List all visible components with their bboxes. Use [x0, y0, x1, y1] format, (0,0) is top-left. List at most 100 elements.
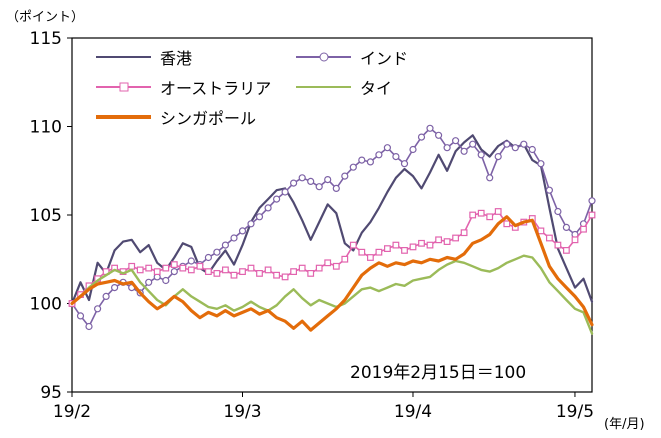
series-marker-india [375, 151, 383, 159]
series-marker-india [315, 183, 323, 191]
legend-item-hongkong: 香港 [96, 46, 296, 68]
series-marker-australia [179, 264, 187, 272]
series-marker-india [264, 204, 272, 212]
series-marker-india [417, 133, 426, 141]
series-marker-india [477, 151, 485, 159]
series-marker-australia [162, 264, 170, 272]
series-marker-australia [222, 266, 229, 274]
series-marker-india [307, 177, 315, 185]
legend-label-thailand: タイ [360, 79, 393, 98]
y-axis-tick-label: 110 [30, 118, 62, 138]
series-marker-australia [230, 271, 238, 279]
series-marker-india [93, 305, 102, 313]
y-axis-tick-label: 95 [40, 383, 62, 403]
y-axis-tick-label: 100 [30, 295, 62, 315]
series-marker-india [511, 144, 519, 152]
series-marker-australia [196, 262, 204, 270]
series-marker-india [341, 172, 349, 180]
series-marker-australia [469, 211, 477, 219]
legend-label-australia: オーストラリア [160, 79, 272, 98]
series-marker-australia [290, 268, 297, 275]
series-marker-india [469, 140, 477, 148]
series-marker-india [290, 179, 298, 187]
series-marker-australia [452, 234, 459, 242]
series-marker-australia [324, 259, 332, 267]
series-marker-australia [247, 264, 255, 272]
legend-label-india: インド [360, 49, 409, 68]
legend-item-thailand: タイ [296, 76, 408, 98]
series-marker-india [170, 268, 178, 276]
series-marker-australia [443, 238, 451, 246]
series-marker-india [383, 144, 391, 152]
series-marker-australia [554, 241, 562, 249]
series-marker-india [443, 144, 451, 152]
series-marker-india [145, 278, 153, 286]
legend-item-australia: オーストラリア [96, 76, 296, 98]
series-marker-australia [349, 241, 357, 249]
series-marker-australia [486, 213, 494, 221]
series-marker-australia [545, 234, 553, 242]
series-marker-australia [281, 273, 289, 281]
series-marker-india [460, 147, 468, 155]
series-marker-australia [145, 264, 153, 272]
x-axis-tick-label: 19/3 [223, 402, 261, 422]
series-marker-australia [256, 270, 263, 277]
series-marker-australia [537, 227, 545, 235]
series-marker-australia [367, 254, 374, 261]
series-line-hongkong [70, 134, 594, 305]
series-marker-australia [392, 241, 400, 249]
legend-line-sample-hongkong-icon [96, 50, 151, 64]
series-marker-australia [341, 255, 349, 263]
series-marker-india [187, 257, 195, 265]
series-marker-india [213, 248, 221, 256]
legend-line-sample-thailand-icon [296, 80, 351, 94]
series-marker-india [102, 292, 110, 300]
series-marker-australia [273, 271, 280, 279]
series-marker-india [324, 176, 332, 184]
series-marker-india [255, 213, 264, 221]
series-marker-australia [264, 266, 272, 274]
series-marker-australia [187, 266, 195, 274]
series-marker-australia [375, 248, 383, 256]
series-marker-australia [426, 241, 434, 249]
series-marker-india [230, 234, 238, 242]
legend-line-sample-singapore-icon [96, 110, 151, 124]
series-marker-australia [315, 264, 323, 272]
series-marker-india [392, 153, 400, 161]
series-marker-india [332, 184, 340, 192]
series-marker-india [85, 322, 93, 331]
series-marker-australia [409, 243, 417, 251]
series-marker-india [110, 284, 119, 292]
series-marker-australia [332, 262, 340, 270]
series-marker-india [503, 140, 511, 148]
legend-item-india: インド [296, 46, 408, 68]
series-marker-india [238, 227, 247, 235]
series-marker-australia [562, 247, 570, 254]
x-axis-tick-label: 19/5 [556, 402, 594, 422]
series-marker-australia [307, 270, 315, 277]
series-marker-australia [503, 220, 511, 228]
series-marker-australia [205, 268, 212, 275]
series-marker-australia [358, 248, 366, 256]
series-marker-india [562, 223, 571, 231]
series-marker-australia [571, 236, 579, 244]
series-marker-australia [153, 268, 161, 275]
base-date-annotation: 2019年2月15日＝100 [350, 363, 527, 383]
series-marker-india [528, 145, 536, 154]
series-marker-australia [170, 261, 178, 268]
series-marker-india [426, 124, 434, 132]
series-marker-india [452, 137, 460, 145]
series-marker-india [537, 160, 545, 168]
series-marker-australia [460, 229, 468, 237]
legend-line-sample-india-icon [296, 50, 351, 64]
x-axis-tick-label: 19/4 [394, 402, 432, 422]
series-marker-india [554, 207, 562, 216]
series-marker-india [204, 253, 212, 262]
y-axis-tick-label: 105 [30, 206, 62, 226]
series-marker-australia [494, 208, 502, 215]
series-marker-india [358, 156, 366, 164]
y-axis-tick-label: 115 [30, 29, 62, 49]
y-axis-unit-label: （ポイント） [6, 10, 85, 25]
